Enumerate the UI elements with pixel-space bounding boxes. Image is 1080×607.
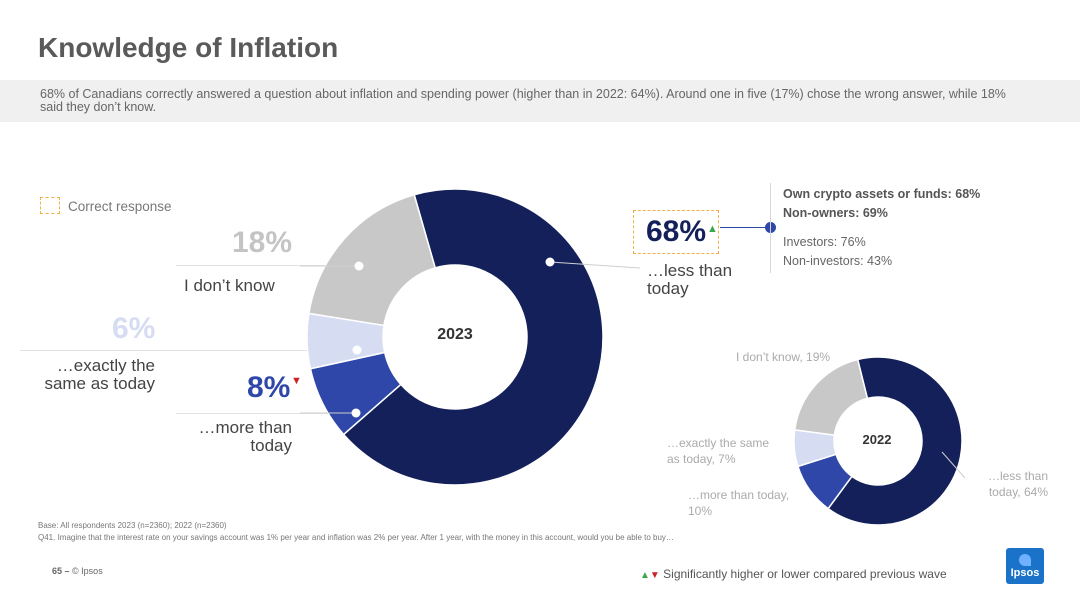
label-2023-more-pct: 8% — [247, 371, 291, 404]
crypto-owners-stat: Own crypto assets or funds: 68% — [783, 187, 981, 201]
label-connectors — [300, 257, 966, 479]
down-triangle-icon: ▼ — [291, 375, 302, 387]
label-2023-same-pct: 6% — [112, 312, 156, 345]
label-2022-less: …less than today, 64% — [972, 468, 1048, 500]
significance-legend-label: Significantly higher or lower compared p… — [663, 567, 947, 581]
donut-2023-slice-less-than-today — [342, 188, 604, 486]
label-2023-less-line2: today — [647, 279, 689, 298]
donut-2023 — [306, 188, 604, 486]
page-number: 65 – — [52, 566, 70, 576]
label-2022-more: …more than today, 10% — [688, 487, 789, 519]
copyright: © Ipsos — [72, 566, 103, 576]
investors-stat: Investors: 76% — [783, 235, 866, 249]
side-panel: Own crypto assets or funds: 68% Non-owne… — [783, 185, 980, 271]
page-title: Knowledge of Inflation — [38, 32, 339, 63]
footnote-question: Q41. Imagine that the interest rate on y… — [38, 533, 674, 542]
donut-2022-slice-less-than-today — [827, 356, 963, 526]
up-triangle-icon: ▲ — [707, 223, 718, 235]
label-2022-dont-know: I don’t know, 19% — [736, 350, 831, 364]
logo-mark-icon — [1019, 554, 1031, 566]
label-2023-dont-know-pct: 18% — [232, 226, 293, 259]
subtitle-bar — [0, 80, 1080, 122]
donut-2023-center-label: 2023 — [437, 326, 473, 343]
label-2023-more: …more than today — [180, 419, 292, 455]
label-2022-more-line2: 10% — [688, 504, 713, 518]
correct-response-legend-swatch — [40, 197, 60, 214]
side-panel-connector — [720, 227, 770, 228]
label-2023-more-line2: today — [250, 436, 292, 455]
connector-2022-less — [941, 451, 966, 479]
significance-legend: ▲▼ Significantly higher or lower compare… — [640, 567, 947, 581]
correct-response-highlight — [633, 210, 719, 254]
donut-2023-slice-i-dont-know — [308, 193, 437, 327]
donut-2022-center-label: 2022 — [863, 432, 892, 447]
dot-2023-more — [351, 408, 361, 418]
label-2023-less-pct: 68% — [646, 215, 707, 248]
dot-2023-same — [352, 345, 362, 355]
label-2022-same-line1: …exactly the same — [667, 436, 770, 450]
non-owners-stat: Non-owners: 69% — [783, 206, 888, 220]
label-2022-same: …exactly the same as today, 7% — [667, 435, 769, 467]
side-panel-rule — [770, 183, 771, 273]
label-2022-more-line1: …more than today, — [688, 488, 790, 502]
divider-dont-know — [176, 265, 366, 266]
label-2023-same-line2: same as today — [44, 374, 155, 393]
divider-same — [20, 350, 340, 351]
label-2023-same-line1: …exactly the — [56, 356, 155, 375]
up-triangle-icon: ▲ — [640, 570, 650, 581]
footnote-base: Base: All respondents 2023 (n=2360); 202… — [38, 521, 227, 530]
donut-2022-slice-i-dont-know — [793, 358, 869, 437]
label-2023-dont-know: I don’t know — [184, 276, 275, 295]
label-2022-same-line2: as today, 7% — [667, 452, 736, 466]
label-2023-less-line1: …less than — [647, 261, 733, 280]
donut-2022 — [793, 356, 963, 526]
label-2022-less-line1: …less than — [987, 469, 1048, 483]
dot-2023-less — [545, 257, 555, 267]
subtitle: 68% of Canadians correctly answered a qu… — [40, 87, 1006, 114]
label-2023-same: …exactly the same as today — [20, 357, 155, 393]
logo-text: Ipsos — [1010, 567, 1040, 579]
correct-response-legend-label: Correct response — [68, 199, 172, 214]
non-investors-stat: Non-investors: 43% — [783, 254, 893, 268]
label-2022-less-line2: today, 64% — [988, 485, 1048, 499]
page-footer: 65 – © Ipsos — [52, 566, 103, 576]
label-2023-less: …less than today — [647, 262, 732, 298]
ipsos-logo: Ipsos — [1006, 548, 1044, 584]
dot-2023-dont-know — [354, 261, 364, 271]
label-2023-more-line1: …more than — [198, 418, 292, 437]
down-triangle-icon: ▼ — [649, 570, 660, 581]
connector-2023-less — [549, 261, 641, 269]
divider-more — [176, 413, 356, 414]
